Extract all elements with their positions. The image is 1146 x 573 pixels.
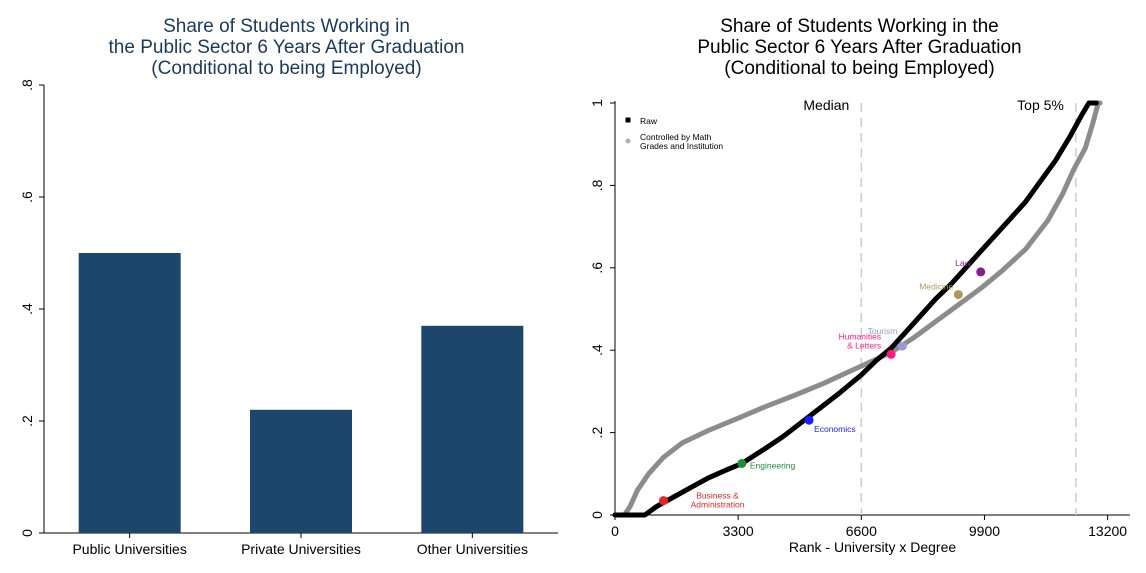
x-tick-label: 3300 xyxy=(723,523,754,539)
degree-point xyxy=(737,459,747,468)
series-line xyxy=(612,100,1099,518)
bar-chart-plot: 0 .2 .4 .6 .8 Public Universities Private Univ… xyxy=(19,79,558,557)
x-tick-label: Private Universities xyxy=(241,541,361,557)
rank-chart-title-line: (Conditional to being Employed) xyxy=(724,58,995,79)
legend-label: Grades and Institution xyxy=(640,141,723,151)
degree-point xyxy=(897,341,907,351)
y-tick-label: .4 xyxy=(589,344,605,356)
rank-chart-title-line: Public Sector 6 Years After Graduation xyxy=(697,37,1022,58)
x-tick-label: 6600 xyxy=(846,523,877,539)
y-tick-label: .8 xyxy=(19,79,35,91)
degree-point-label: Administration xyxy=(691,500,745,510)
series-line xyxy=(612,100,1103,518)
degree-point-label: Medicine xyxy=(919,282,953,292)
x-tick-label: Public Universities xyxy=(72,541,186,557)
bar-chart-title-line: the Public Sector 6 Years After Graduati… xyxy=(108,37,465,58)
x-tick-label: 9900 xyxy=(969,523,1000,539)
legend-marker xyxy=(625,117,631,123)
y-tick-label: 1 xyxy=(589,99,605,107)
x-axis-label: Rank - University x Degree xyxy=(789,539,956,555)
degree-point xyxy=(953,290,963,300)
y-tick-label: .8 xyxy=(589,179,605,191)
x-tick-label: 0 xyxy=(611,523,619,539)
degree-point-label: Law xyxy=(955,258,971,268)
degree-point-label: & Letters xyxy=(847,340,881,350)
y-tick-label: .2 xyxy=(589,427,605,439)
legend-label: Controlled by Math xyxy=(640,132,712,142)
degree-point-label: Tourism xyxy=(868,326,898,336)
rank-chart-plot: 0 .2 .4 .6 .8 1 0 3300 6600 9900 13200 Rank - Unive… xyxy=(589,97,1130,555)
x-tick-label: Other Universities xyxy=(417,541,528,557)
degree-point-label: Economics xyxy=(814,424,856,434)
bar xyxy=(78,253,181,533)
y-tick-label: .6 xyxy=(19,191,35,203)
degree-point xyxy=(804,415,814,425)
bar-chart-panel: Share of Students Working in the Public … xyxy=(0,16,573,557)
reference-line-label: Median xyxy=(803,97,849,113)
degree-point-label: Engineering xyxy=(750,461,796,471)
degree-point xyxy=(659,496,669,506)
bar-chart-title-line: Share of Students Working in xyxy=(163,16,410,37)
y-tick-label: 0 xyxy=(589,511,605,519)
reference-line-label: Top 5% xyxy=(1017,97,1064,113)
rank-chart-panel: Share of Students Working in the Public … xyxy=(573,0,1146,573)
legend-marker xyxy=(625,138,631,144)
y-tick-label: .2 xyxy=(19,415,35,427)
bar xyxy=(250,409,352,533)
bar-chart-title-line: (Conditional to being Employed) xyxy=(151,58,422,79)
legend-label: Raw xyxy=(640,116,658,126)
bar-chart-title: Share of Students Working in the Public … xyxy=(0,16,573,79)
y-tick-label: 0 xyxy=(19,529,35,537)
degree-point xyxy=(886,349,896,359)
degree-point-label: Business & xyxy=(696,491,739,501)
degree-point-label: Humanities xyxy=(839,331,882,341)
rank-chart-title: Share of Students Working in the Public … xyxy=(573,16,1146,79)
x-tick-label: 13200 xyxy=(1088,523,1127,539)
rank-chart-title-line: Share of Students Working in the xyxy=(720,16,999,37)
y-tick-label: .6 xyxy=(589,262,605,274)
y-tick-label: .4 xyxy=(19,303,35,315)
degree-point xyxy=(976,267,986,277)
bar xyxy=(421,325,524,533)
